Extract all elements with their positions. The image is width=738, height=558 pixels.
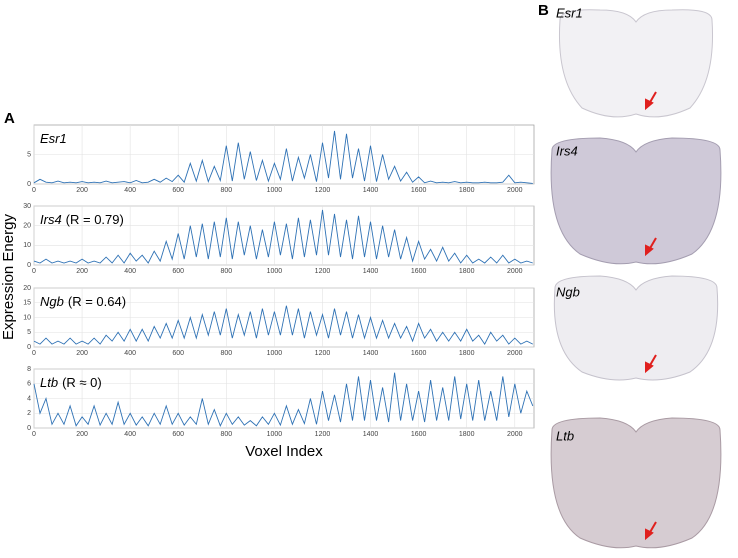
panel-label: A [4, 110, 15, 127]
y-tick-label: 10 [23, 314, 31, 321]
brain-section [559, 9, 713, 118]
x-tick-label: 2000 [507, 187, 523, 194]
brain-panels: Esr1 Irs4 Ngb Ltb [550, 5, 722, 549]
brain-label: Esr1 [556, 5, 583, 20]
x-tick-label: 1200 [315, 350, 331, 357]
x-tick-label: 1200 [315, 268, 331, 275]
data-line [33, 209, 533, 264]
x-tick-label: 1600 [411, 187, 427, 194]
x-tick-label: 1600 [411, 431, 427, 438]
x-tick-label: 200 [76, 268, 88, 275]
x-tick-label: 800 [220, 268, 232, 275]
y-tick-label: 6 [27, 381, 31, 388]
y-tick-label: 5 [27, 151, 31, 158]
y-tick-label: 0 [27, 262, 31, 269]
y-tick-label: 0 [27, 344, 31, 351]
x-tick-label: 1200 [315, 187, 331, 194]
gene-name: Ngb [40, 294, 64, 309]
y-tick-label: 0 [27, 181, 31, 188]
x-tick-label: 1800 [459, 350, 475, 357]
data-line [33, 130, 533, 184]
y-tick-label: 20 [23, 223, 31, 230]
x-tick-label: 1000 [267, 431, 283, 438]
x-tick-label: 800 [220, 187, 232, 194]
correlation: (R ≈ 0) [62, 375, 102, 390]
x-tick-label: 600 [172, 431, 184, 438]
y-tick-label: 10 [23, 242, 31, 249]
x-tick-label: 1000 [267, 268, 283, 275]
x-tick-label: 800 [220, 350, 232, 357]
x-tick-label: 2000 [507, 431, 523, 438]
gene-name: Irs4 [40, 212, 62, 227]
x-tick-label: 200 [76, 350, 88, 357]
x-tick-label: 600 [172, 187, 184, 194]
data-line [33, 372, 534, 427]
chart-title: Irs4 (R = 0.79) [40, 212, 124, 227]
x-tick-label: 1400 [363, 187, 379, 194]
brain-section [550, 137, 722, 265]
y-tick-label: 8 [27, 366, 31, 373]
y-tick-label: 4 [27, 395, 31, 402]
arrows [645, 91, 657, 541]
brain-label: Ngb [556, 284, 580, 299]
x-tick-label: 600 [172, 268, 184, 275]
chart-title: Ngb (R = 0.64) [40, 294, 126, 309]
y-tick-label: 20 [23, 285, 31, 292]
y-axis-label: Expression Energy [0, 214, 17, 340]
x-tick-label: 1400 [363, 350, 379, 357]
x-tick-label: 600 [172, 350, 184, 357]
chart-title: Esr1 [40, 131, 67, 146]
brain-label: Irs4 [556, 143, 578, 158]
x-tick-label: 400 [124, 350, 136, 357]
y-tick-label: 15 [23, 300, 31, 307]
x-tick-label: 1800 [459, 187, 475, 194]
brain-label: Ltb [556, 428, 574, 443]
x-tick-label: 1400 [363, 431, 379, 438]
x-tick-label: 1200 [315, 431, 331, 438]
x-tick-label: 2000 [507, 350, 523, 357]
x-tick-label: 400 [124, 187, 136, 194]
x-tick-label: 0 [32, 431, 36, 438]
x-axis-label: Voxel Index [245, 443, 323, 460]
gene-name: Ltb [40, 375, 58, 390]
y-tick-label: 0 [27, 425, 31, 432]
x-tick-label: 2000 [507, 268, 523, 275]
data-line [33, 305, 534, 345]
x-tick-label: 1600 [411, 268, 427, 275]
y-tick-label: 5 [27, 329, 31, 336]
x-tick-label: 1400 [363, 268, 379, 275]
x-tick-label: 1800 [459, 431, 475, 438]
x-tick-label: 1000 [267, 350, 283, 357]
gene-name: Esr1 [40, 131, 67, 146]
x-tick-label: 0 [32, 268, 36, 275]
x-tick-label: 800 [220, 431, 232, 438]
x-tick-label: 1800 [459, 268, 475, 275]
x-tick-label: 0 [32, 187, 36, 194]
x-tick-label: 200 [76, 187, 88, 194]
x-tick-label: 400 [124, 268, 136, 275]
y-tick-label: 2 [27, 410, 31, 417]
brain-section [550, 417, 722, 549]
x-tick-label: 400 [124, 431, 136, 438]
correlation: (R = 0.64) [68, 294, 126, 309]
x-tick-label: 200 [76, 431, 88, 438]
y-tick-label: 30 [23, 203, 31, 210]
brain-section [553, 275, 719, 381]
x-tick-label: 1000 [267, 187, 283, 194]
x-tick-label: 0 [32, 350, 36, 357]
x-tick-label: 1600 [411, 350, 427, 357]
panel-label: B [538, 2, 549, 19]
chart-title: Ltb (R ≈ 0) [40, 375, 102, 390]
correlation: (R = 0.79) [66, 212, 124, 227]
